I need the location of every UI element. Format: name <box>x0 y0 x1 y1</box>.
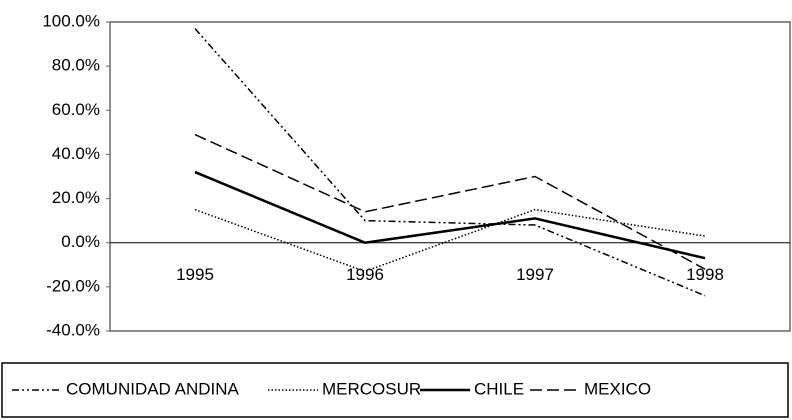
legend-label: MEXICO <box>584 379 651 398</box>
y-tick-label: 40.0% <box>52 144 100 163</box>
legend-label: CHILE <box>474 379 524 398</box>
legend-box <box>1 362 789 418</box>
x-tick-label: 1995 <box>176 265 214 284</box>
plot-frame <box>109 21 791 332</box>
y-tick-label: -20.0% <box>46 276 100 295</box>
y-tick-label: 80.0% <box>52 56 100 75</box>
y-tick-label: 100.0% <box>42 11 100 30</box>
y-tick-label: 60.0% <box>52 100 100 119</box>
series-line <box>194 170 706 260</box>
legend-label: COMUNIDAD ANDINA <box>66 379 240 398</box>
x-tick-label: 1998 <box>686 265 724 284</box>
series-line <box>194 28 706 297</box>
x-tick-label: 1996 <box>346 265 384 284</box>
x-tick-label: 1997 <box>516 265 554 284</box>
y-tick-label: 20.0% <box>52 188 100 207</box>
legend-label: MERCOSUR <box>322 379 421 398</box>
y-tick-label: 0.0% <box>61 232 100 251</box>
y-tick-label: -40.0% <box>46 320 100 339</box>
series-line <box>194 133 706 270</box>
